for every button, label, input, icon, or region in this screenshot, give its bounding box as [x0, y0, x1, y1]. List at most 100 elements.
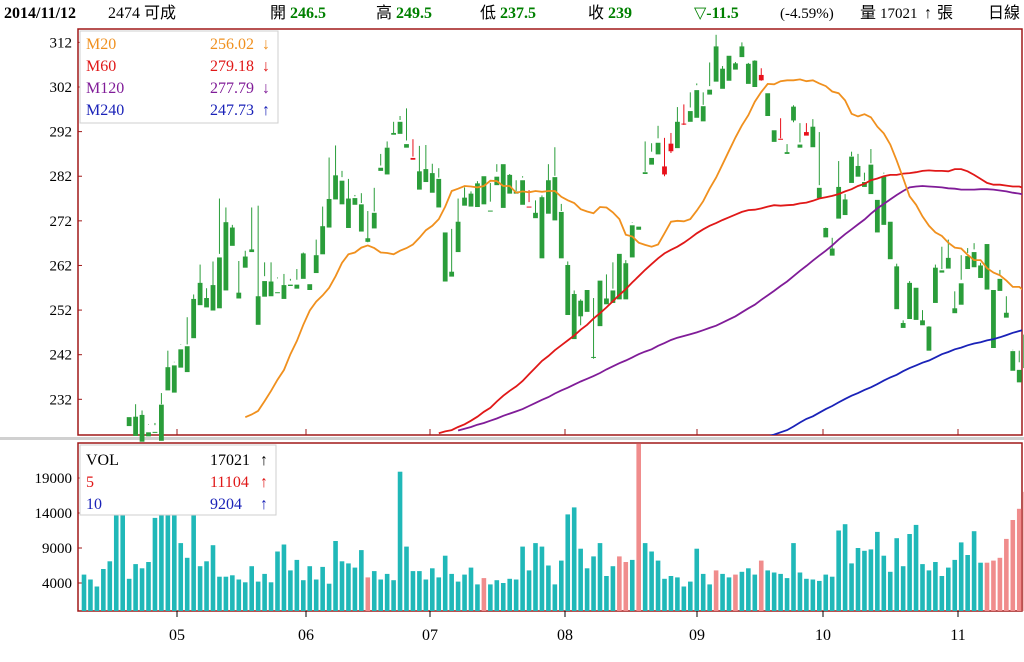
volume-bar: [739, 571, 745, 611]
open-label: 開: [270, 5, 287, 22]
volume-bar: [384, 573, 390, 611]
volume-bar: [571, 507, 577, 611]
price-legend-name: M60: [86, 58, 116, 75]
volume-bar: [326, 583, 332, 611]
candle: [707, 62, 713, 95]
candle-body: [939, 270, 945, 273]
volume-bar: [423, 579, 429, 611]
candle: [765, 93, 771, 116]
volume-bar: [236, 579, 242, 611]
candle-body: [139, 414, 145, 442]
volume-bar: [887, 571, 893, 611]
price-legend-name: M20: [86, 36, 116, 53]
volume-bar: [371, 571, 377, 611]
candle-body: [681, 123, 687, 125]
candle-body: [152, 431, 158, 433]
candle: [184, 317, 190, 373]
candle-body: [300, 253, 306, 279]
month-x-axis: 05 06 07 08 09 10 11: [169, 429, 966, 644]
volume-bar: [1004, 538, 1009, 611]
candle: [268, 262, 274, 297]
volume-bar: [629, 559, 635, 611]
volume-bar: [694, 548, 700, 611]
candle: [997, 269, 1003, 291]
candle-body: [449, 271, 455, 277]
volume-bar: [584, 568, 590, 611]
volume-y-tick-label: 14000: [35, 506, 73, 522]
candle: [371, 187, 377, 229]
candle-body: [571, 294, 577, 340]
price-legend-name: M240: [86, 102, 124, 119]
price-legend-value: 247.73: [210, 102, 254, 119]
candle: [778, 118, 783, 140]
candle: [616, 253, 622, 300]
candle: [294, 269, 300, 289]
volume-bar: [649, 551, 654, 611]
candle: [571, 290, 577, 340]
close-label: 收: [588, 5, 605, 22]
candle: [816, 132, 822, 199]
candle-body: [552, 177, 558, 221]
volume-bar: [436, 577, 442, 611]
candle: [442, 232, 448, 282]
volume-bar: [520, 546, 525, 611]
candle-body: [810, 126, 816, 148]
down-arrow-icon: ↓: [262, 80, 270, 97]
volume-bar: [455, 581, 461, 611]
candle: [655, 125, 661, 155]
candle: [126, 417, 132, 427]
candle: [262, 262, 267, 297]
candle-body: [507, 174, 513, 194]
candle-body: [855, 165, 861, 177]
volume-bar: [397, 471, 403, 611]
candle: [636, 226, 642, 230]
volume-legend-name: 5: [86, 474, 94, 491]
volume-bar: [713, 570, 719, 611]
candle-body: [991, 290, 996, 348]
candle: [378, 153, 384, 171]
price-y-tick-label: 292: [50, 125, 73, 141]
candle: [978, 262, 983, 278]
candle-body: [778, 138, 783, 140]
volume-bar: [172, 508, 177, 611]
price-y-tick-label: 272: [50, 214, 73, 230]
volume-bar: [681, 586, 687, 611]
candle: [926, 326, 932, 351]
candle: [217, 198, 222, 309]
volume-bar: [81, 574, 87, 611]
candle-body: [165, 367, 171, 391]
volume-y-axis: 19000 14000 9000 4000: [35, 471, 82, 592]
volume-bar: [946, 567, 951, 611]
candle-body: [320, 226, 326, 255]
candle: [649, 143, 654, 165]
candle-body: [223, 222, 229, 291]
volume-bar: [88, 579, 93, 611]
candle: [758, 68, 764, 81]
candle: [720, 66, 725, 89]
volume-bar: [894, 538, 899, 611]
month-tick-label: 11: [950, 627, 965, 644]
volume-y-tick-label: 19000: [35, 471, 73, 487]
candle: [700, 92, 706, 122]
volume-bar: [926, 570, 932, 611]
candle-body: [952, 308, 958, 314]
candle: [229, 224, 235, 246]
candle: [191, 294, 197, 339]
volume-bar: [791, 543, 796, 611]
candle: [455, 198, 461, 253]
volume-bar: [810, 579, 816, 611]
volume-bar: [875, 531, 880, 611]
candle-body: [836, 186, 842, 219]
volume-bar: [971, 531, 977, 611]
candle: [139, 410, 145, 442]
candle-body: [462, 197, 467, 206]
candle: [436, 168, 442, 208]
candle: [958, 255, 964, 305]
candle-body: [526, 206, 532, 208]
candle: [404, 108, 409, 148]
month-tick-label: 08: [557, 627, 573, 644]
candle-body: [346, 198, 351, 228]
volume-bar: [997, 557, 1003, 611]
change-value: ▽-11.5: [694, 5, 739, 22]
volume-bar: [797, 572, 803, 611]
